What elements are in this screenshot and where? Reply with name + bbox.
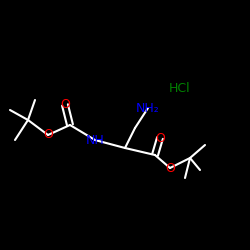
- Text: O: O: [43, 128, 53, 141]
- Text: O: O: [60, 98, 70, 112]
- Text: HCl: HCl: [169, 82, 191, 94]
- Text: O: O: [155, 132, 165, 144]
- Text: O: O: [165, 162, 175, 174]
- Text: NH₂: NH₂: [136, 102, 160, 114]
- Text: NH: NH: [86, 134, 104, 146]
